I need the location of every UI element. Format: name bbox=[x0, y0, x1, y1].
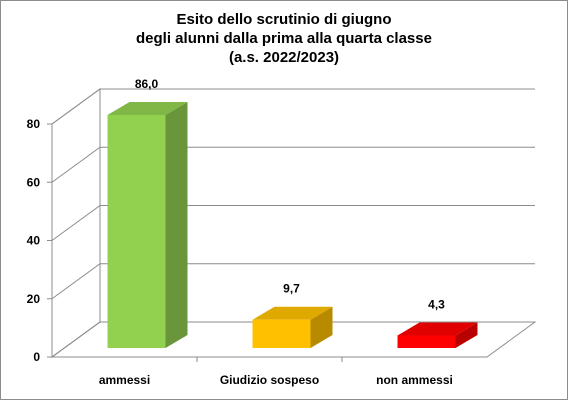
bar-top bbox=[397, 322, 478, 336]
bar-side bbox=[455, 322, 478, 348]
chart-title-line-1: Esito dello scrutinio di giugno bbox=[177, 11, 392, 28]
bar-front bbox=[252, 319, 311, 348]
gridlines bbox=[51, 88, 535, 358]
y-axis: 0 20 40 60 80 bbox=[27, 117, 53, 364]
bar-non-ammessi bbox=[397, 322, 478, 348]
bar-side bbox=[310, 306, 333, 348]
gridline bbox=[51, 146, 535, 183]
gridline bbox=[51, 205, 535, 241]
bars bbox=[107, 102, 478, 348]
x-tick-label: Giudizio sospeso bbox=[220, 373, 319, 387]
gridline bbox=[51, 88, 535, 125]
chart-title: Esito dello scrutinio di giugno degli al… bbox=[136, 11, 432, 66]
bar-ammessi bbox=[107, 102, 188, 348]
bar-side bbox=[165, 102, 188, 348]
y-tick-label: 80 bbox=[27, 117, 41, 131]
x-tick-label: ammessi bbox=[99, 373, 150, 387]
chart-title-line-3: (a.s. 2022/2023) bbox=[229, 49, 339, 66]
data-label: 86,0 bbox=[135, 77, 159, 91]
bar-front bbox=[107, 115, 166, 348]
data-label: 4,3 bbox=[428, 297, 445, 311]
gridline bbox=[51, 263, 535, 300]
bar-top bbox=[252, 306, 333, 320]
y-tick-label: 20 bbox=[27, 292, 41, 306]
x-axis: ammessi Giudizio sospeso non ammessi bbox=[52, 356, 487, 387]
bar-giudizio-sospeso bbox=[252, 306, 333, 348]
bar-top bbox=[107, 102, 188, 115]
gridline bbox=[51, 321, 535, 358]
y-tick-label: 40 bbox=[27, 234, 41, 248]
data-label: 9,7 bbox=[283, 282, 300, 296]
data-labels: 86,0 9,7 4,3 bbox=[135, 77, 445, 311]
x-tick-label: non ammessi bbox=[376, 373, 453, 387]
y-tick-label: 60 bbox=[27, 175, 41, 189]
chart-title-line-2: degli alunni dalla prima alla quarta cla… bbox=[136, 30, 432, 47]
bar-front bbox=[397, 335, 456, 348]
y-tick-label: 0 bbox=[33, 350, 40, 364]
